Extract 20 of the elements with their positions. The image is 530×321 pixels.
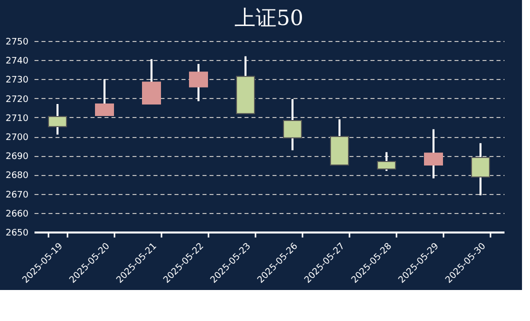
candlestick — [283, 98, 302, 152]
y-tick-label: 2750 — [6, 38, 29, 48]
y-tick-label: 2690 — [6, 152, 29, 162]
y-tick-label: 2710 — [6, 114, 29, 124]
y-tick-label: 2670 — [6, 190, 29, 200]
y-tick-label: 2720 — [6, 94, 29, 105]
candlestick — [48, 103, 67, 136]
y-tick-label: 2680 — [6, 171, 29, 182]
candlestick — [189, 62, 208, 102]
chart-title: 上证50 — [234, 6, 304, 30]
candlestick — [424, 128, 443, 180]
y-tick-label: 2650 — [6, 228, 29, 238]
candlestick — [95, 78, 114, 116]
y-tick-label: 2730 — [6, 76, 29, 86]
y-tick-label: 2740 — [6, 56, 29, 67]
y-tick-label: 2700 — [6, 133, 29, 143]
candlestick — [142, 58, 161, 106]
candlestick — [471, 142, 490, 196]
candlestick — [377, 151, 396, 172]
y-tick-label: 2660 — [6, 209, 29, 220]
